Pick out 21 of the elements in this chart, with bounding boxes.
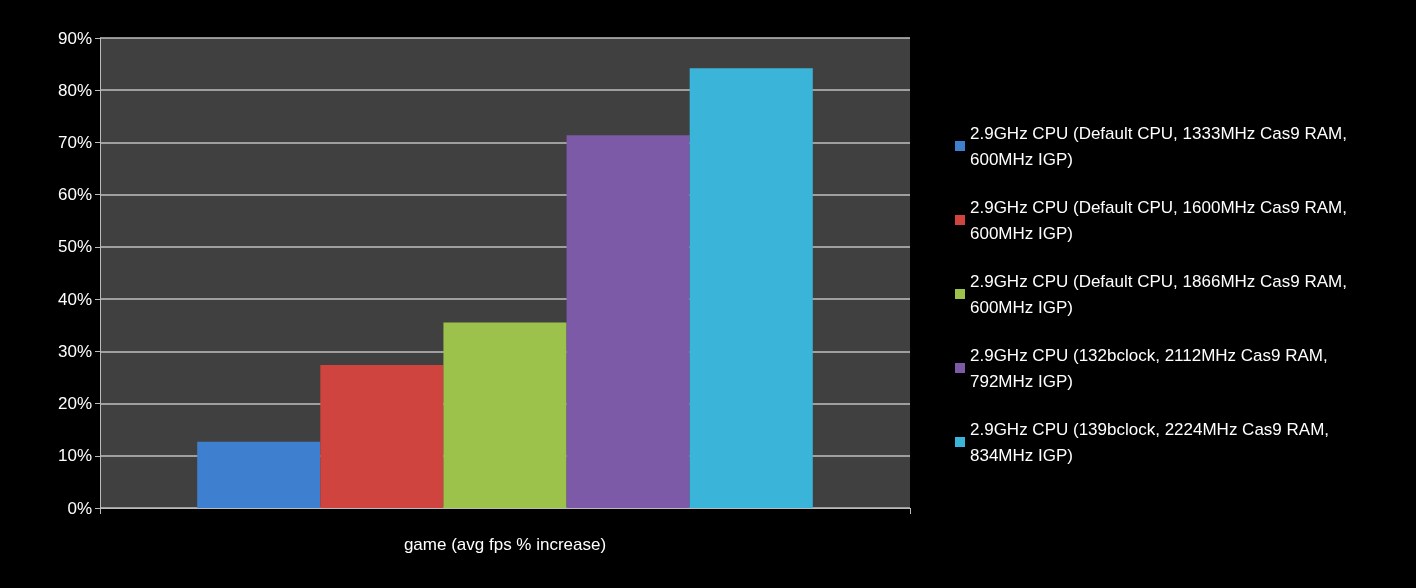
legend-label: 2.9GHz CPU (132bclock, 2112MHz Cas9 RAM, 792MHz IGP)	[970, 345, 1333, 391]
y-tick-label: 20%	[57, 394, 92, 414]
bar	[443, 322, 567, 508]
y-tick-label: 90%	[57, 28, 92, 48]
legend-label: 2.9GHz CPU (139bclock, 2224MHz Cas9 RAM, 834MHz IGP)	[970, 419, 1334, 465]
legend-label: 2.9GHz CPU (Default CPU, 1866MHz Cas9 RAM, 600MHz IGP)	[970, 271, 1352, 317]
y-tick-label: 0%	[67, 498, 92, 518]
y-tick-label: 50%	[57, 237, 92, 257]
bar	[689, 68, 813, 508]
legend-label: 2.9GHz CPU (Default CPU, 1333MHz Cas9 RAM, 600MHz IGP)	[970, 123, 1352, 169]
bar	[320, 364, 444, 508]
y-tick-label: 30%	[57, 341, 92, 361]
y-tick-label: 40%	[57, 289, 92, 309]
y-tick-label: 10%	[57, 446, 92, 466]
y-tick-label: 70%	[57, 132, 92, 152]
legend-label: 2.9GHz CPU (Default CPU, 1600MHz Cas9 RAM, 600MHz IGP)	[970, 197, 1352, 243]
x-tick-label: game (avg fps % increase)	[403, 535, 607, 554]
bar	[566, 135, 690, 508]
y-tick-label: 80%	[57, 80, 92, 100]
bar	[197, 441, 321, 508]
y-tick-label: 60%	[57, 185, 92, 205]
